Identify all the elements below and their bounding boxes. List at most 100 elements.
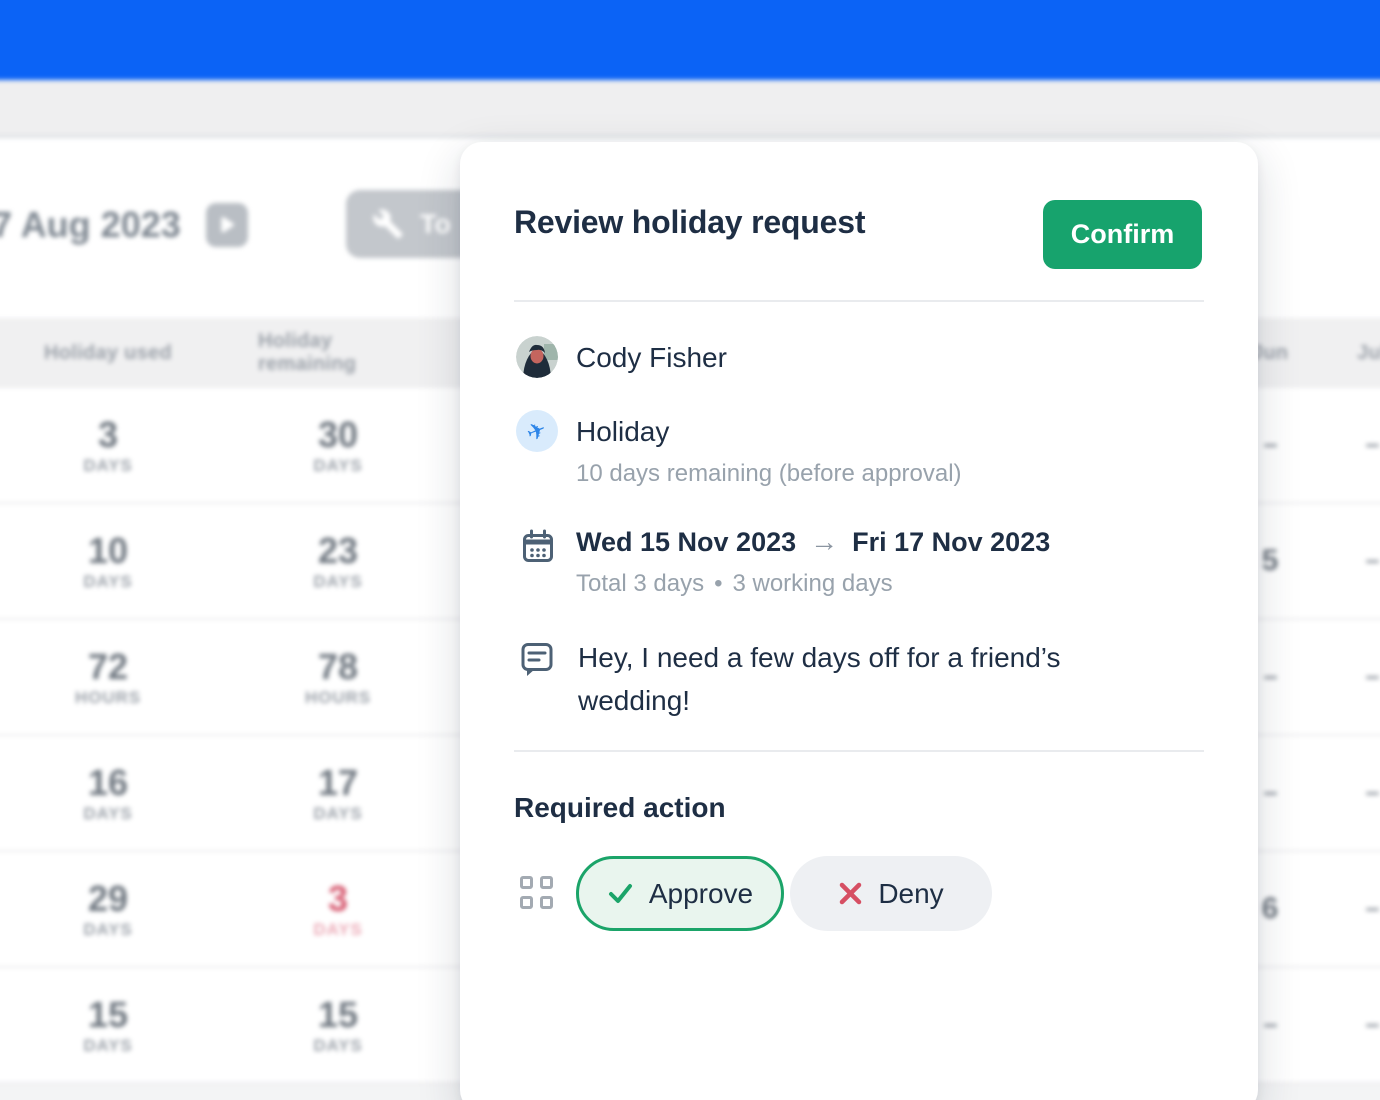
used-value: 10 [87, 529, 129, 571]
remaining-unit: DAYS [313, 1035, 363, 1055]
wrench-icon [373, 209, 403, 239]
plane-icon: ✈ [523, 414, 551, 447]
holiday-remaining-cell: 30 DAYS [258, 388, 418, 502]
remaining-value: 17 [317, 761, 359, 803]
holiday-used-cell: 3 DAYS [28, 388, 188, 502]
month-cell-jun [1210, 388, 1330, 502]
holiday-used-cell: 29 DAYS [28, 852, 188, 966]
holiday-remaining-cell: 78 HOURS [258, 620, 418, 734]
tools-button-label: To [420, 208, 451, 239]
working-days: 3 working days [732, 570, 893, 597]
remaining-unit: HOURS [305, 687, 371, 707]
month-cell-jun [1210, 736, 1330, 850]
column-header-holiday-used: Holiday used [43, 341, 173, 364]
holiday-used-cell: 15 DAYS [28, 968, 188, 1082]
review-holiday-request-modal: Review holiday request Confirm Cody Fish… [460, 142, 1258, 1100]
confirm-button-label: Confirm [1070, 219, 1175, 249]
play-icon [221, 217, 234, 233]
empty-value-dash [1365, 1023, 1379, 1027]
approve-button[interactable]: Approve [576, 856, 784, 931]
request-message: Hey, I need a few days off for a friend’… [578, 642, 1061, 716]
used-value: 29 [87, 877, 129, 919]
holiday-remaining-cell: 23 DAYS [258, 504, 418, 618]
total-days: Total 3 days [576, 570, 705, 597]
check-icon [608, 884, 632, 903]
remaining-value: 15 [317, 993, 359, 1035]
confirm-button[interactable]: Confirm [1043, 200, 1202, 269]
approve-button-label: Approve [648, 877, 754, 909]
comment-icon [518, 640, 556, 683]
remaining-unit: DAYS [313, 571, 363, 591]
month-cell-jul [1312, 620, 1380, 734]
used-value: 15 [87, 993, 129, 1035]
column-header-holiday-remaining: Holiday remaining [258, 330, 357, 375]
holiday-used-cell: 16 DAYS [28, 736, 188, 850]
month-cell-jun [1210, 968, 1330, 1082]
column-header-month-jul: Jul [1357, 341, 1380, 364]
empty-value-dash [1365, 907, 1379, 911]
required-action-heading: Required action [514, 792, 726, 823]
used-unit: DAYS [83, 803, 133, 823]
empty-value-dash [1263, 791, 1277, 795]
tools-button[interactable]: To [346, 190, 478, 258]
avatar [516, 336, 558, 378]
used-unit: DAYS [83, 919, 133, 939]
used-value: 16 [87, 761, 129, 803]
next-period-button[interactable] [206, 203, 248, 247]
remaining-value: 78 [317, 645, 359, 687]
remaining-value: 3 [327, 877, 349, 919]
date-range-label: 7 Aug 2023 [0, 204, 181, 245]
section-divider [514, 750, 1204, 752]
section-divider [514, 300, 1204, 302]
month-cell-jun: 5 [1210, 504, 1330, 618]
empty-value-dash [1365, 675, 1379, 679]
empty-value-dash [1263, 675, 1277, 679]
holiday-remaining-cell: 15 DAYS [258, 968, 418, 1082]
empty-value-dash [1365, 791, 1379, 795]
column-header-month-jun: Jun [1251, 341, 1289, 364]
month-value: 5 [1261, 544, 1279, 577]
grid-icon [520, 876, 553, 909]
leave-remaining-note: 10 days remaining (before approval) [576, 460, 962, 487]
holiday-used-cell: 72 HOURS [28, 620, 188, 734]
calendar-icon [520, 528, 556, 569]
remaining-value: 23 [317, 529, 359, 571]
toolbar-bar [0, 80, 1380, 138]
holiday-type-badge: ✈ [516, 410, 558, 452]
month-cell-jul [1312, 388, 1380, 502]
modal-title: Review holiday request [514, 204, 866, 240]
month-cell-jun [1210, 620, 1330, 734]
deny-button[interactable]: Deny [790, 856, 992, 931]
empty-value-dash [1365, 443, 1379, 447]
empty-value-dash [1263, 1023, 1277, 1027]
remaining-value: 30 [317, 413, 359, 455]
deny-button-label: Deny [878, 877, 944, 909]
used-unit: DAYS [83, 1035, 133, 1055]
month-cell-jul [1312, 736, 1380, 850]
holiday-remaining-cell: 17 DAYS [258, 736, 418, 850]
month-cell-jul [1312, 968, 1380, 1082]
used-unit: DAYS [83, 571, 133, 591]
holiday-remaining-cell-alert: 3 DAYS [258, 852, 418, 966]
month-cell-jul [1312, 504, 1380, 618]
x-icon [840, 882, 862, 905]
used-value: 3 [97, 413, 119, 455]
app-header-bar [0, 0, 1380, 80]
month-cell-jun: 6 [1210, 852, 1330, 966]
arrow-right-icon: → [810, 526, 839, 557]
empty-value-dash [1263, 443, 1277, 447]
remaining-unit: DAYS [313, 455, 363, 475]
remaining-unit: DAYS [313, 919, 363, 939]
bullet-separator: • [714, 570, 723, 597]
date-end: Fri 17 Nov 2023 [852, 527, 1051, 557]
date-start: Wed 15 Nov 2023 [576, 527, 797, 557]
month-cell-jul [1312, 852, 1380, 966]
leave-type-label: Holiday [576, 416, 670, 447]
date-range: Wed 15 Nov 2023 → Fri 17 Nov 2023 [576, 526, 1050, 558]
holiday-used-cell: 10 DAYS [28, 504, 188, 618]
used-unit: DAYS [83, 455, 133, 475]
used-value: 72 [87, 645, 129, 687]
used-unit: HOURS [75, 687, 141, 707]
remaining-unit: DAYS [313, 803, 363, 823]
